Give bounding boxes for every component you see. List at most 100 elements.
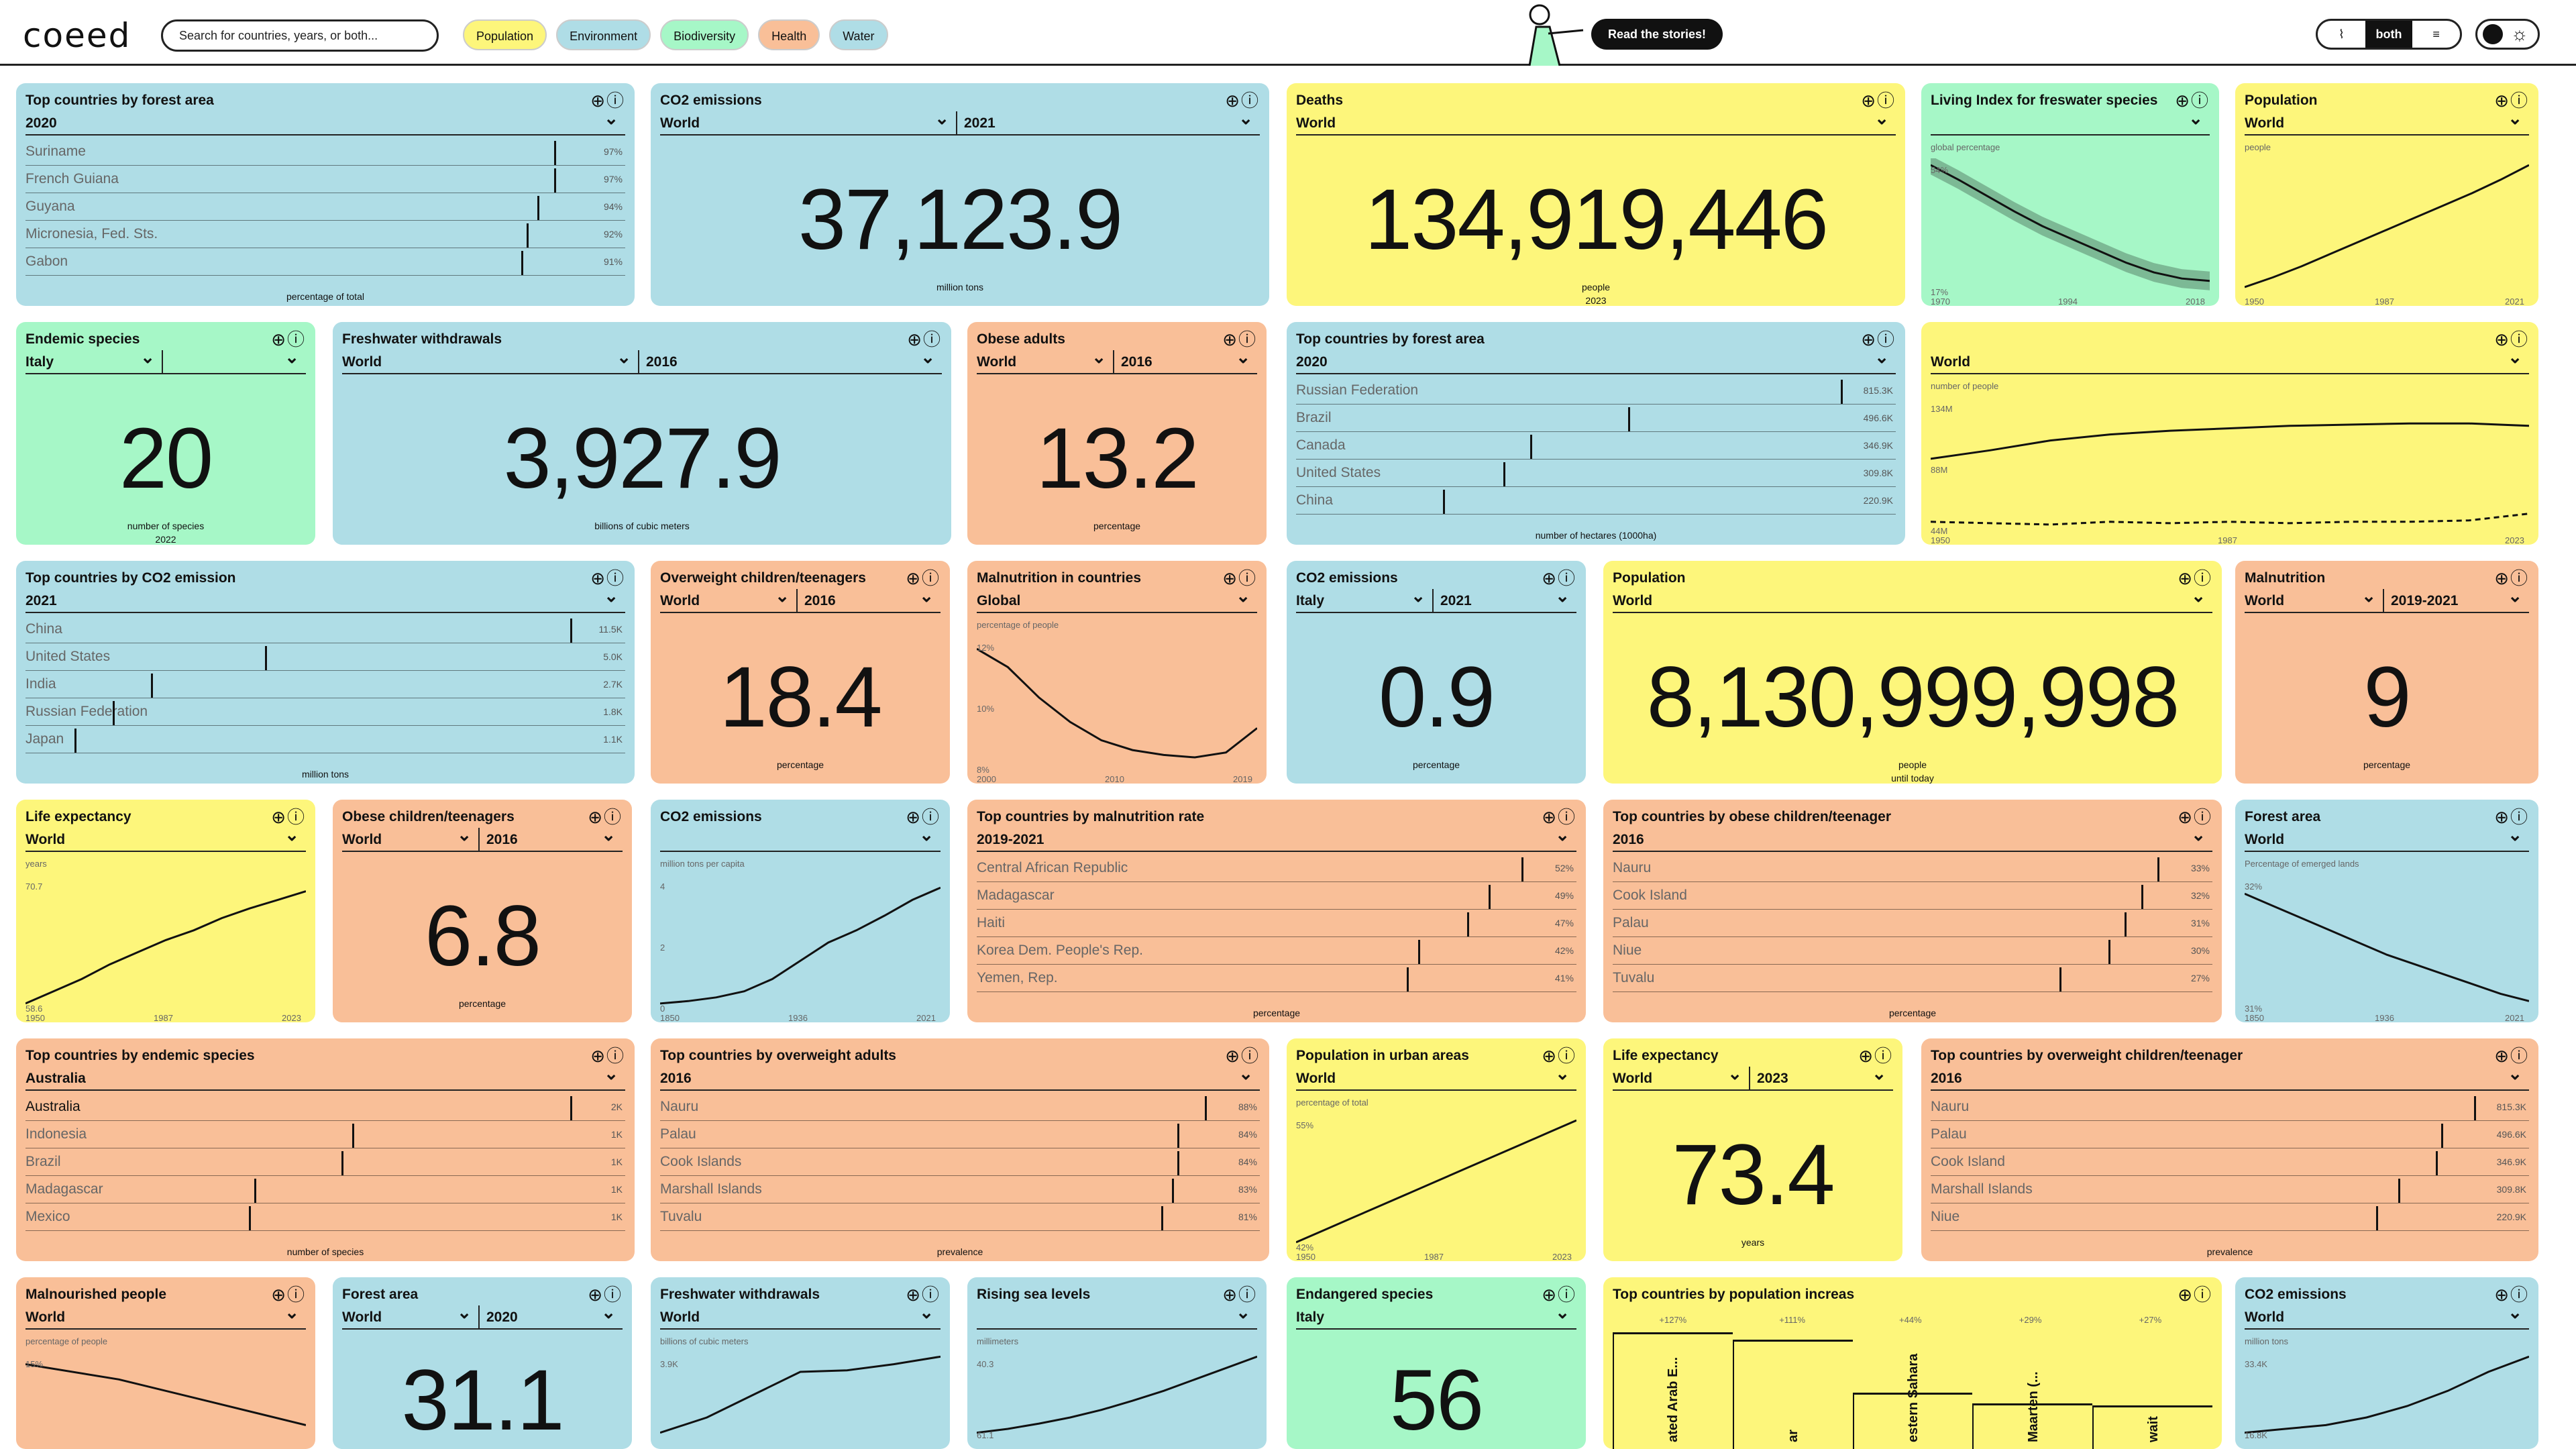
- share-icon[interactable]: ⊕: [1858, 1046, 1874, 1066]
- ranking-row[interactable]: Korea Dem. People's Rep. 42%: [977, 937, 1576, 965]
- column-bar[interactable]: [2092, 1405, 2212, 1408]
- ranking-row[interactable]: Madagascar 1K: [25, 1176, 625, 1203]
- card-c27[interactable]: Top countries by overweight children/tee…: [1921, 1038, 2538, 1261]
- chip-water[interactable]: Water: [829, 19, 888, 50]
- share-icon[interactable]: ⊕: [588, 807, 604, 827]
- theme-switch[interactable]: ☼: [2475, 19, 2540, 50]
- region-select[interactable]: 2019-2021: [977, 822, 1576, 851]
- share-icon[interactable]: ⊕: [2178, 1285, 2194, 1305]
- share-icon[interactable]: ⊕: [588, 1285, 604, 1305]
- share-icon[interactable]: ⊕: [1222, 329, 1238, 350]
- card-c16[interactable]: Malnutrition⊕ⓘWorld2019-20219percentage: [2235, 561, 2538, 784]
- card-c19[interactable]: CO2 emissions⊕ⓘmillion tons per capita42…: [651, 800, 950, 1022]
- card-c7[interactable]: Freshwater withdrawals⊕ⓘWorld20163,927.9…: [333, 322, 951, 545]
- region-select[interactable]: World: [25, 1300, 306, 1328]
- ranking-row[interactable]: Marshall Islands 83%: [660, 1176, 1260, 1203]
- ranking-row[interactable]: Japan 1.1K: [25, 726, 625, 753]
- year-select[interactable]: 2016: [796, 584, 941, 612]
- share-icon[interactable]: ⊕: [1222, 1285, 1238, 1305]
- share-icon[interactable]: ⊕: [2178, 568, 2194, 588]
- region-select[interactable]: World: [342, 345, 638, 373]
- share-icon[interactable]: ⊕: [590, 568, 606, 588]
- share-icon[interactable]: ⊕: [2494, 807, 2510, 827]
- card-c21[interactable]: Top countries by obese children/teenager…: [1603, 800, 2222, 1022]
- card-c33[interactable]: Top countries by population increas ⊕ⓘ +12…: [1603, 1277, 2222, 1449]
- year-select[interactable]: 2016: [638, 345, 942, 373]
- region-select[interactable]: [977, 1300, 1257, 1328]
- dark-mode-icon[interactable]: [2483, 24, 2503, 44]
- chip-biodiversity[interactable]: Biodiversity: [660, 19, 749, 50]
- chip-population[interactable]: Population: [463, 19, 547, 50]
- ranking-row[interactable]: Palau 84%: [660, 1121, 1260, 1148]
- region-select[interactable]: 2020: [25, 106, 625, 134]
- card-c9[interactable]: Top countries by forest area⊕ⓘ2020Russia…: [1287, 322, 1905, 545]
- share-icon[interactable]: ⊕: [590, 91, 606, 111]
- ranking-row[interactable]: Australia 2K: [25, 1093, 625, 1121]
- ranking-row[interactable]: Madagascar 49%: [977, 882, 1576, 910]
- card-c20[interactable]: Top countries by malnutrition rate ⊕ⓘ 2019…: [967, 800, 1586, 1022]
- share-icon[interactable]: ⊕: [2494, 1285, 2510, 1305]
- ranking-row[interactable]: China 11.5K: [25, 616, 625, 643]
- chip-environment[interactable]: Environment: [556, 19, 651, 50]
- year-select[interactable]: 2016: [1113, 345, 1257, 373]
- year-select[interactable]: 2023: [1749, 1061, 1893, 1089]
- share-icon[interactable]: ⊕: [1222, 568, 1238, 588]
- card-c6[interactable]: Endemic species ⊕ⓘ Italy 20 number of specie…: [16, 322, 315, 545]
- region-select[interactable]: World: [1296, 1061, 1576, 1089]
- ranking-row[interactable]: Haiti 47%: [977, 910, 1576, 937]
- ranking-row[interactable]: Yemen, Rep. 41%: [977, 965, 1576, 992]
- card-c4[interactable]: Living Index for freswater species⊕ⓘglob…: [1921, 83, 2219, 306]
- sun-icon[interactable]: ☼: [2511, 23, 2528, 44]
- ranking-row[interactable]: China 220.9K: [1296, 487, 1896, 515]
- share-icon[interactable]: ⊕: [1225, 91, 1241, 111]
- share-icon[interactable]: ⊕: [271, 807, 287, 827]
- read-stories-button[interactable]: Read the stories!: [1591, 19, 1723, 50]
- share-icon[interactable]: ⊕: [1225, 1046, 1241, 1066]
- ranking-row[interactable]: Palau 496.6K: [1931, 1121, 2529, 1148]
- card-c31[interactable]: Rising sea levels⊕ⓘmillimeters40.361.1: [967, 1277, 1267, 1449]
- year-select[interactable]: 2016: [478, 822, 623, 851]
- region-select[interactable]: 2020: [1296, 345, 1896, 373]
- region-select[interactable]: Italy: [1296, 584, 1432, 612]
- ranking-row[interactable]: Tuvalu 27%: [1613, 965, 2212, 992]
- share-icon[interactable]: ⊕: [2494, 568, 2510, 588]
- column-bar[interactable]: [1972, 1403, 2093, 1406]
- ranking-row[interactable]: Cook Island 32%: [1613, 882, 2212, 910]
- region-select[interactable]: Italy: [1296, 1300, 1576, 1328]
- ranking-row[interactable]: Gabon 91%: [25, 248, 625, 276]
- share-icon[interactable]: ⊕: [1861, 329, 1877, 350]
- ranking-row[interactable]: Niue 220.9K: [1931, 1203, 2529, 1231]
- region-select[interactable]: 2016: [1931, 1061, 2529, 1089]
- region-select[interactable]: World: [1613, 584, 2212, 612]
- region-select[interactable]: Global: [977, 584, 1257, 612]
- region-select[interactable]: World: [2245, 584, 2383, 612]
- ranking-row[interactable]: Niue 30%: [1613, 937, 2212, 965]
- region-select[interactable]: Australia: [25, 1061, 625, 1089]
- region-select[interactable]: World: [660, 106, 956, 134]
- ranking-row[interactable]: Marshall Islands 309.8K: [1931, 1176, 2529, 1203]
- card-c23[interactable]: Top countries by endemic species ⊕ⓘ Austra…: [16, 1038, 635, 1261]
- card-c30[interactable]: Freshwater withdrawals⊕ⓘWorldbillions of…: [651, 1277, 950, 1449]
- region-select[interactable]: World: [1613, 1061, 1749, 1089]
- ranking-row[interactable]: Russian Federation 815.3K: [1296, 377, 1896, 405]
- share-icon[interactable]: ⊕: [906, 568, 922, 588]
- region-select[interactable]: World: [342, 822, 478, 851]
- ranking-row[interactable]: Canada 346.9K: [1296, 432, 1896, 460]
- ranking-row[interactable]: Guyana 94%: [25, 193, 625, 221]
- chip-health[interactable]: Health: [758, 19, 820, 50]
- region-select[interactable]: [660, 822, 941, 851]
- column-bar[interactable]: [1732, 1340, 1853, 1342]
- year-select[interactable]: 2021: [1432, 584, 1576, 612]
- column-bar[interactable]: [1613, 1332, 1733, 1334]
- region-select[interactable]: World: [660, 584, 796, 612]
- year-select[interactable]: 2020: [478, 1300, 623, 1328]
- ranking-row[interactable]: Nauru 815.3K: [1931, 1093, 2529, 1121]
- ranking-row[interactable]: India 2.7K: [25, 671, 625, 698]
- ranking-row[interactable]: Palau 31%: [1613, 910, 2212, 937]
- card-c11[interactable]: Top countries by CO2 emission⊕ⓘ2021China…: [16, 561, 635, 784]
